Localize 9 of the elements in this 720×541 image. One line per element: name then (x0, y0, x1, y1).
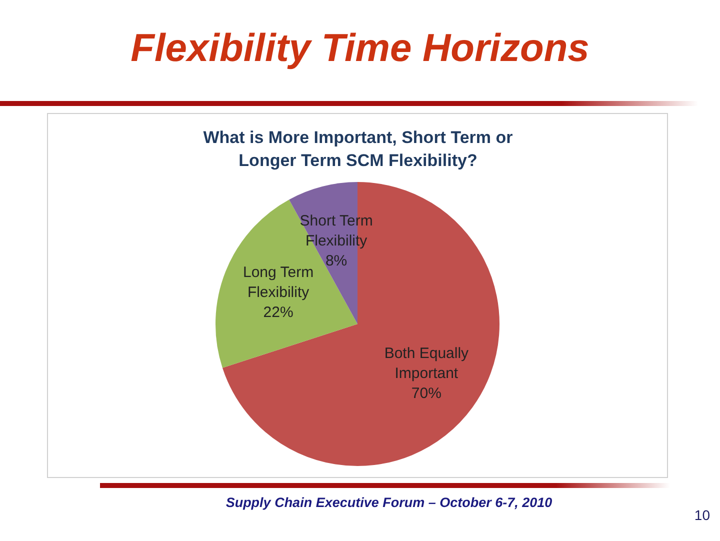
slice-label: Long Term Flexibility (242, 264, 314, 301)
slice-label: Both Equally Important (384, 345, 470, 382)
chart-subtitle: What is More Important, Short Term or Longer Term SCM Flexibility? (202, 127, 514, 172)
data-label: 8% (325, 252, 348, 270)
text: 10 (693, 506, 710, 524)
data-label: 70% (411, 385, 442, 402)
chart-title: Flexibility Time Horizons (130, 26, 590, 72)
text: Supply Chain Executive Forum – October 6-7, 2010 (224, 494, 554, 512)
data-label: 22% (263, 304, 294, 321)
